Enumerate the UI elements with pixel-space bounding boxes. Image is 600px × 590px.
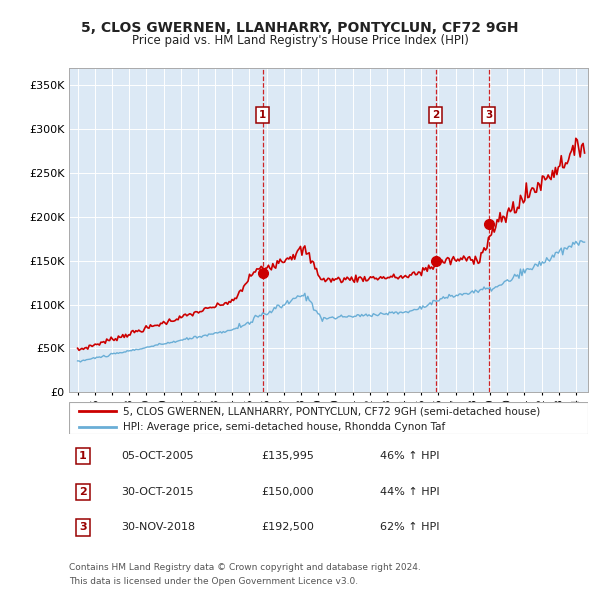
Text: 44% ↑ HPI: 44% ↑ HPI	[380, 487, 440, 497]
Text: 05-OCT-2005: 05-OCT-2005	[121, 451, 194, 461]
Text: Price paid vs. HM Land Registry's House Price Index (HPI): Price paid vs. HM Land Registry's House …	[131, 34, 469, 47]
Text: 62% ↑ HPI: 62% ↑ HPI	[380, 522, 440, 532]
Text: 5, CLOS GWERNEN, LLANHARRY, PONTYCLUN, CF72 9GH: 5, CLOS GWERNEN, LLANHARRY, PONTYCLUN, C…	[81, 21, 519, 35]
Text: £192,500: £192,500	[261, 522, 314, 532]
Text: 30-OCT-2015: 30-OCT-2015	[121, 487, 194, 497]
Text: Contains HM Land Registry data © Crown copyright and database right 2024.: Contains HM Land Registry data © Crown c…	[69, 563, 421, 572]
Text: 30-NOV-2018: 30-NOV-2018	[121, 522, 195, 532]
Text: 46% ↑ HPI: 46% ↑ HPI	[380, 451, 440, 461]
Text: 3: 3	[485, 110, 492, 120]
Text: 1: 1	[259, 110, 266, 120]
Text: 5, CLOS GWERNEN, LLANHARRY, PONTYCLUN, CF72 9GH (semi-detached house): 5, CLOS GWERNEN, LLANHARRY, PONTYCLUN, C…	[124, 406, 541, 416]
Text: £135,995: £135,995	[261, 451, 314, 461]
Text: HPI: Average price, semi-detached house, Rhondda Cynon Taf: HPI: Average price, semi-detached house,…	[124, 422, 446, 432]
Text: £150,000: £150,000	[261, 487, 314, 497]
Text: 2: 2	[79, 487, 87, 497]
Text: This data is licensed under the Open Government Licence v3.0.: This data is licensed under the Open Gov…	[69, 577, 358, 586]
Text: 3: 3	[79, 522, 87, 532]
Text: 2: 2	[432, 110, 439, 120]
FancyBboxPatch shape	[69, 402, 588, 434]
Text: 1: 1	[79, 451, 87, 461]
